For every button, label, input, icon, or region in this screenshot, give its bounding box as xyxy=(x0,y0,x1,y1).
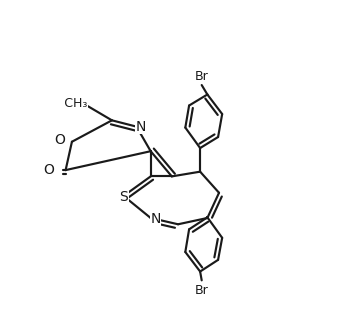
Text: S: S xyxy=(119,190,128,204)
Text: Br: Br xyxy=(195,70,209,83)
Text: CH₃: CH₃ xyxy=(58,97,87,110)
Text: Br: Br xyxy=(195,284,209,297)
Text: N: N xyxy=(136,120,146,134)
Text: O: O xyxy=(43,163,54,177)
Text: O: O xyxy=(54,133,65,147)
Text: N: N xyxy=(150,212,161,226)
